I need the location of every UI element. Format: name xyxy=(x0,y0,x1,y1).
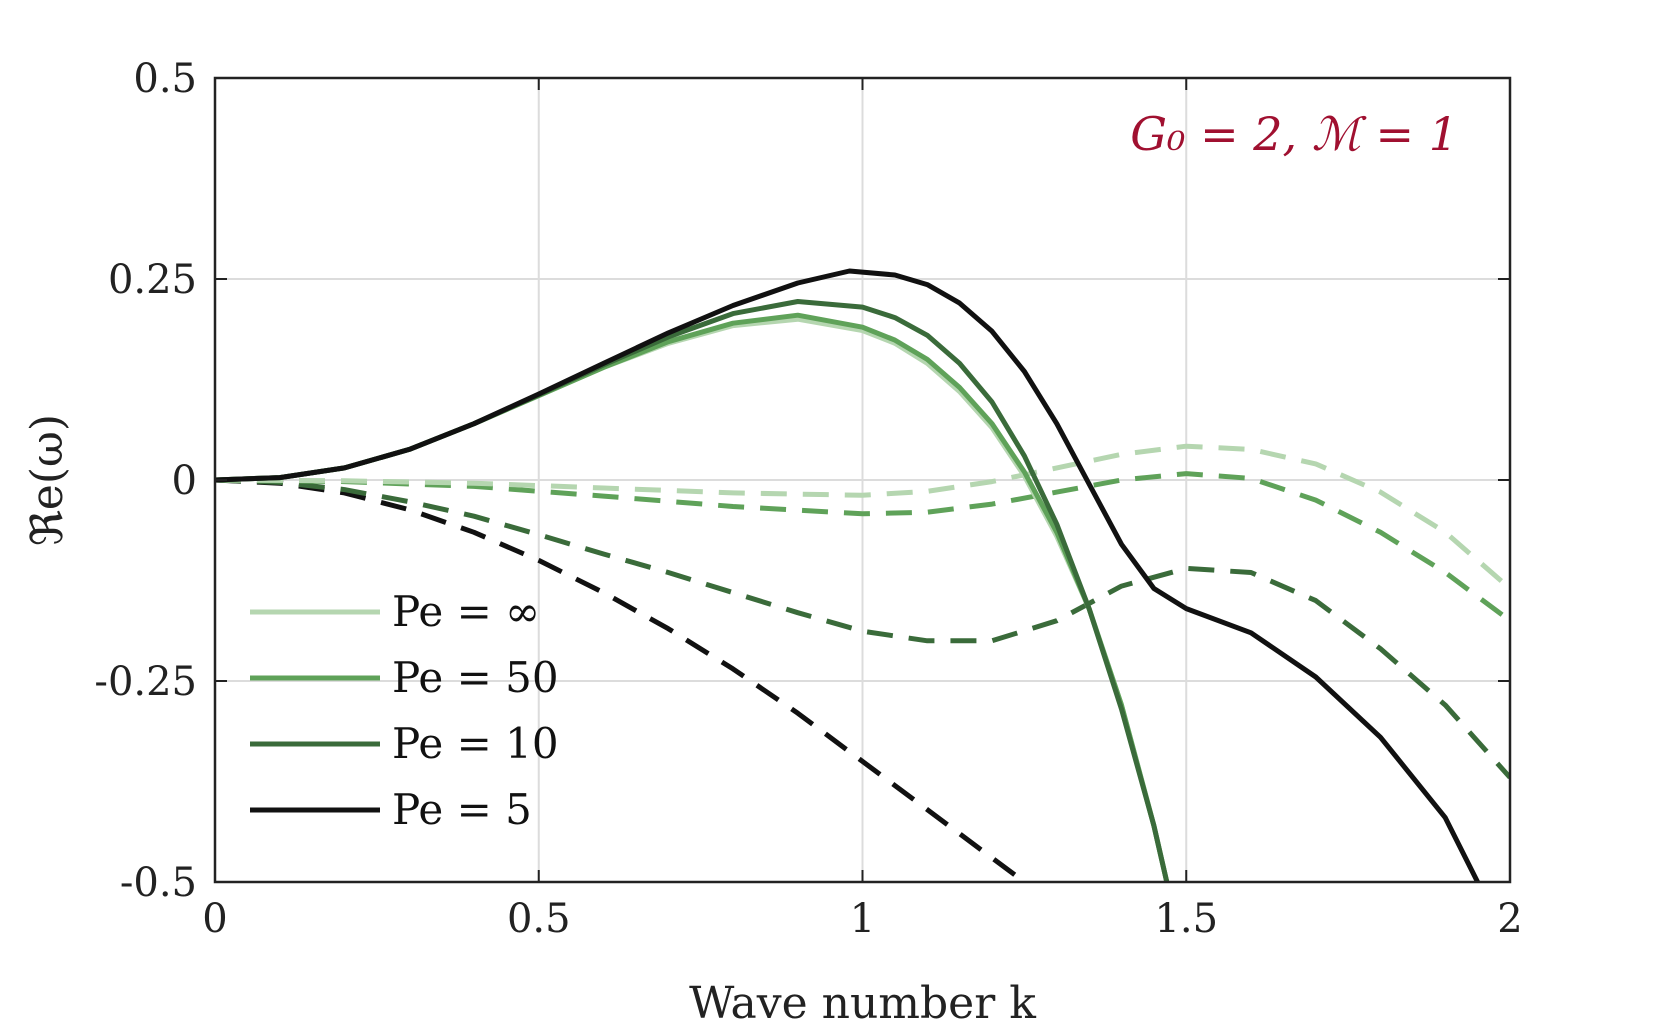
tick-labels: 0 0.5 1 1.5 2 0.5 0.25 0 -0.25 -0.5 xyxy=(94,56,1522,942)
series-line-4 xyxy=(215,299,1170,882)
series-line-7 xyxy=(215,477,1026,882)
x-tick-label: 0.5 xyxy=(507,896,571,942)
series-line-2 xyxy=(215,312,1170,882)
legend-label: Pe = ∞ xyxy=(392,587,540,636)
y-tick-label: 0 xyxy=(172,458,197,504)
x-tick-label: 1 xyxy=(850,896,875,942)
x-tick-label: 0 xyxy=(202,896,227,942)
y-tick-label: 0.5 xyxy=(133,56,197,102)
legend: Pe = ∞ Pe = 50 Pe = 10 Pe = 5 xyxy=(250,587,559,834)
x-tick-label: 2 xyxy=(1497,896,1522,942)
y-tick-label: -0.5 xyxy=(120,860,197,906)
legend-label: Pe = 10 xyxy=(392,719,559,768)
parameter-annotation: G₀ = 2, ℳ = 1 xyxy=(1130,107,1458,161)
series-line-6 xyxy=(215,268,1480,882)
legend-label: Pe = 5 xyxy=(392,785,532,834)
tick-marks xyxy=(214,77,1511,883)
x-axis-label: Wave number k xyxy=(689,978,1036,1029)
series-line-3 xyxy=(215,471,1510,623)
series-group xyxy=(215,268,1510,882)
series-line-5 xyxy=(215,477,1510,780)
y-tick-label: -0.25 xyxy=(94,659,197,705)
legend-label: Pe = 50 xyxy=(392,653,559,702)
y-tick-label: 0.25 xyxy=(108,257,197,303)
x-tick-label: 1.5 xyxy=(1154,896,1218,942)
series-line-0 xyxy=(215,316,1170,882)
y-axis-label: ℜe(ω) xyxy=(22,414,73,546)
